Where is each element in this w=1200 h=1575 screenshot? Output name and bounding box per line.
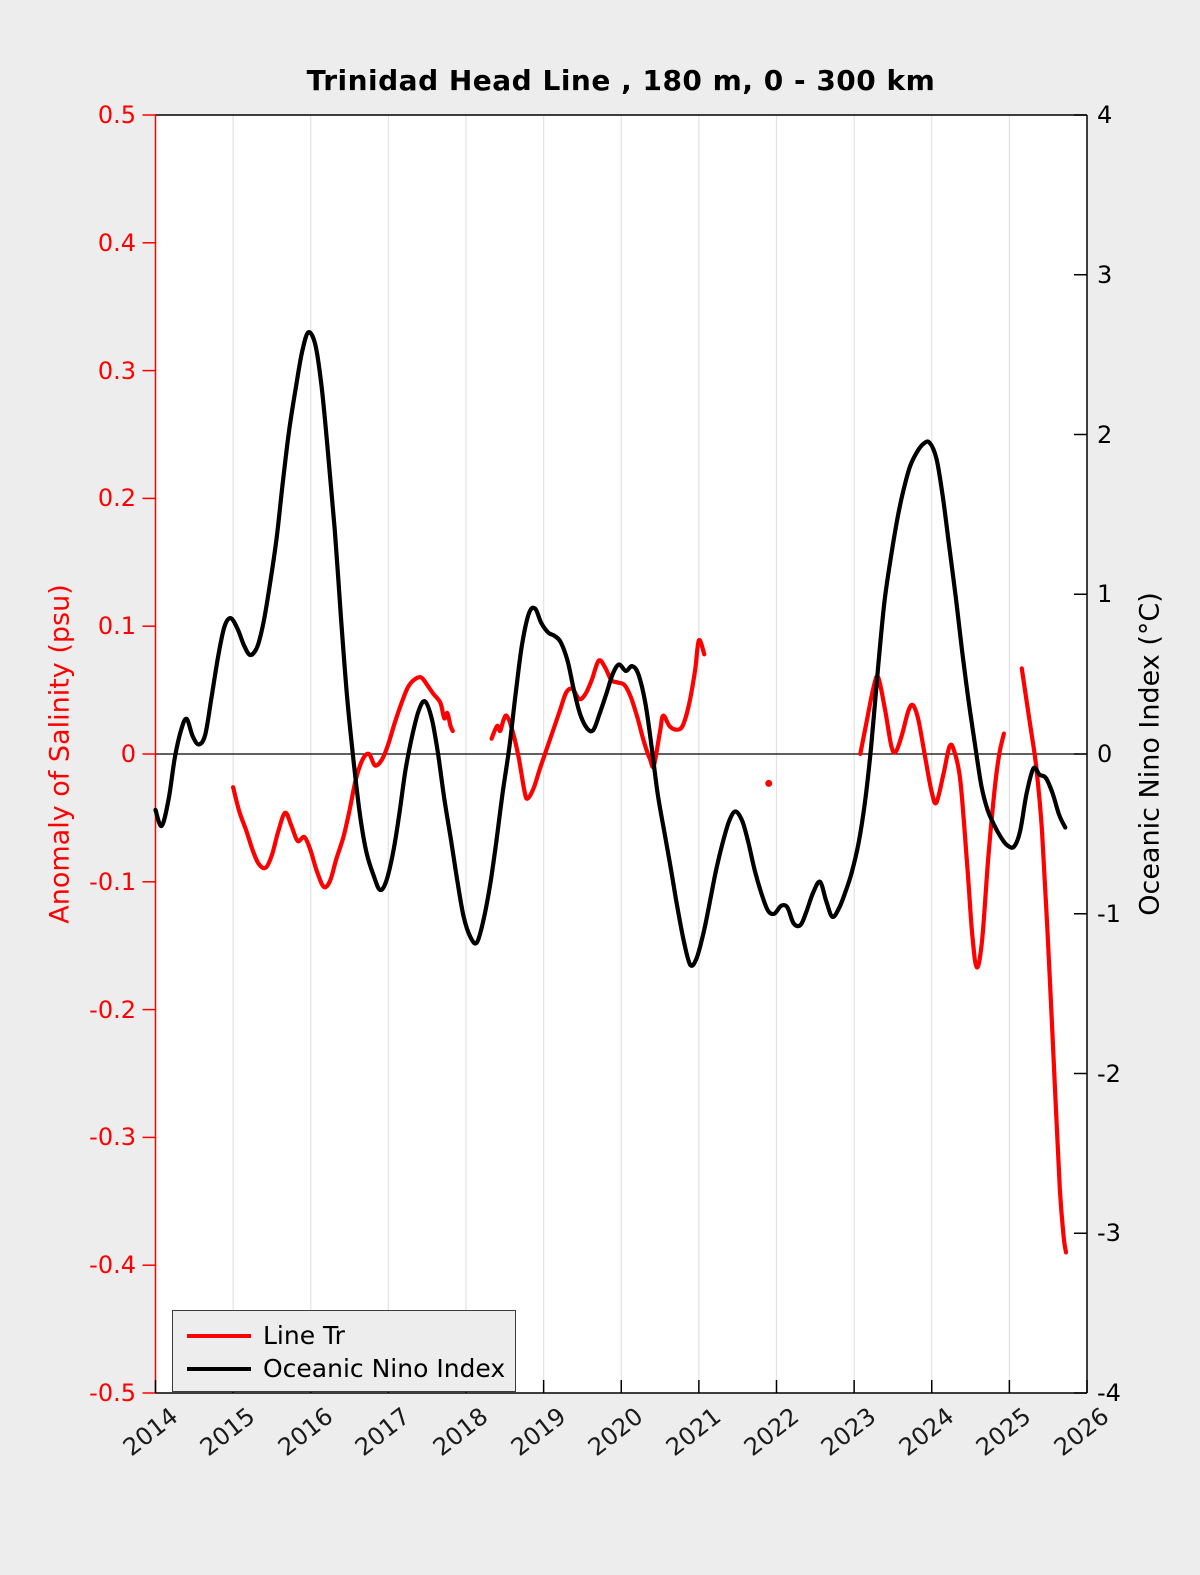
legend-item-oceanic-nino-index: Oceanic Nino Index <box>173 1352 515 1385</box>
y-axis-right-tick-label: -4 <box>1097 1379 1121 1407</box>
y-axis-left-tick-label: -0.1 <box>89 867 136 896</box>
y-axis-right-tick-label: -3 <box>1097 1219 1121 1248</box>
legend-item-line-tr: Line Tr <box>173 1319 515 1352</box>
y-axis-left-tick-label: 0.1 <box>97 612 136 641</box>
y-axis-right-tick-label: 3 <box>1097 260 1113 289</box>
y-axis-left-tick-label: -0.2 <box>89 995 136 1024</box>
y-axis-left-tick-label: -0.3 <box>89 1123 136 1152</box>
y-axis-right-label: Oceanic Nino Index (°C) <box>1134 592 1166 916</box>
line-tr-series-line <box>231 675 455 890</box>
y-axis-right-tick-label: 4 <box>1097 101 1113 129</box>
chart-title: Trinidad Head Line , 180 m, 0 - 300 km <box>306 64 936 97</box>
line-tr-series-point <box>765 779 773 787</box>
oceanic-nino-index-swatch <box>187 1366 251 1371</box>
y-axis-left-tick-label: -0.5 <box>89 1379 136 1407</box>
y-axis-left-tick-label: 0.5 <box>97 101 136 129</box>
line-tr-series-line <box>489 637 707 801</box>
line-tr-series-line <box>858 674 1006 970</box>
line-tr-swatch <box>187 1333 251 1338</box>
y-axis-right-tick-label: 0 <box>1097 740 1113 768</box>
y-axis-left-tick-label: 0 <box>120 740 136 768</box>
oceanic-nino-index-series-line <box>153 330 1068 968</box>
y-axis-left-tick-label: -0.4 <box>89 1251 136 1280</box>
y-axis-left-tick-label: 0.2 <box>97 484 136 513</box>
y-axis-right-tick-label: 2 <box>1097 420 1113 449</box>
y-axis-left-tick-label: 0.4 <box>97 228 136 257</box>
y-axis-left-tick-label: 0.3 <box>97 356 136 385</box>
legend-label: Line Tr <box>263 1321 345 1350</box>
y-axis-right-tick-label: -1 <box>1097 899 1121 928</box>
legend-label: Oceanic Nino Index <box>263 1354 506 1383</box>
y-axis-right-tick-label: 1 <box>1097 580 1113 609</box>
line-tr-series-line <box>1019 666 1069 1255</box>
y-axis-right-tick-label: -2 <box>1097 1059 1121 1088</box>
legend: Line Tr Oceanic Nino Index <box>172 1310 516 1392</box>
